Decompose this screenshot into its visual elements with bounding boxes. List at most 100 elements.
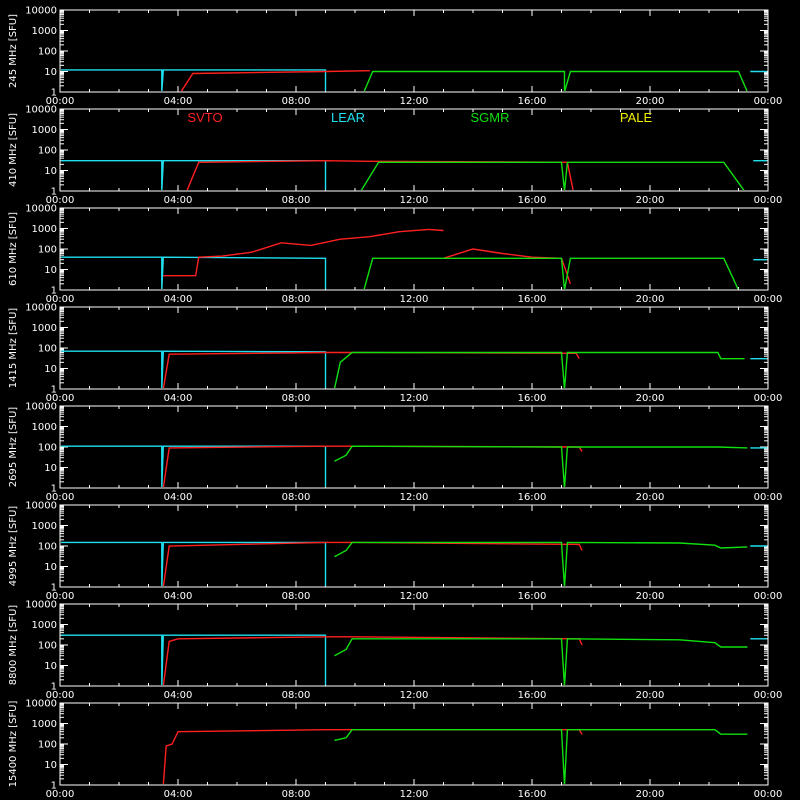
y-tick-label: 10 xyxy=(44,463,57,474)
y-tick-label: 1000 xyxy=(32,719,57,730)
x-tick-label: 08:00 xyxy=(282,195,311,206)
x-tick-label: 20:00 xyxy=(636,195,665,206)
x-tick-label: 08:00 xyxy=(282,690,311,701)
x-tick-label: 12:00 xyxy=(400,789,429,800)
x-tick-label: 08:00 xyxy=(282,294,311,305)
x-tick-label: 16:00 xyxy=(518,690,547,701)
x-tick-label: 04:00 xyxy=(164,591,193,602)
y-tick-label: 1000 xyxy=(32,521,57,532)
series-line-svto xyxy=(162,351,580,388)
x-tick-label: 12:00 xyxy=(400,492,429,503)
x-tick-label: 08:00 xyxy=(282,96,311,107)
y-axis-label: 610 MHz [SFU] xyxy=(8,212,19,286)
series-line-svto xyxy=(162,636,583,685)
x-tick-label: 16:00 xyxy=(518,195,547,206)
series-line-sgmr xyxy=(363,257,739,289)
legend-entry-pale: PALE xyxy=(620,110,653,125)
x-tick-label: 12:00 xyxy=(400,195,429,206)
panel-frame xyxy=(59,504,769,588)
x-tick-label: 16:00 xyxy=(518,591,547,602)
y-axis-label: 1415 MHz [SFU] xyxy=(8,308,19,389)
x-tick-label: 20:00 xyxy=(636,690,665,701)
x-tick-label: 12:00 xyxy=(400,591,429,602)
y-tick-label: 10 xyxy=(44,166,57,177)
x-tick-label: 00:00 xyxy=(754,195,783,206)
x-tick-label: 00:00 xyxy=(754,492,783,503)
y-tick-label: 10000 xyxy=(25,105,57,116)
series-line-svto xyxy=(180,70,370,91)
chart-legend: SVTO LEAR SGMR PALE xyxy=(187,110,652,125)
x-tick-label: 00:00 xyxy=(46,492,75,503)
x-tick-label: 04:00 xyxy=(164,195,193,206)
panel-5: 1 10 100 1000 10000 00:00 04:00 08:00 12:00 16:00… xyxy=(8,501,782,603)
panel-7: 1 10 100 1000 10000 00:00 04:00 08:00 12:00 16:00… xyxy=(8,699,782,800)
y-tick-label: 10000 xyxy=(25,402,57,413)
y-tick-label: 10000 xyxy=(25,6,57,17)
x-tick-label: 12:00 xyxy=(400,690,429,701)
x-tick-label: 04:00 xyxy=(164,96,193,107)
y-tick-label: 1 xyxy=(51,286,57,297)
legend-entry-svto: SVTO xyxy=(187,110,222,125)
series-line-sgmr xyxy=(363,70,748,91)
series-line-lear xyxy=(61,445,327,487)
y-tick-label: 1000 xyxy=(32,224,57,235)
y-tick-label: 1000 xyxy=(32,26,57,37)
series-line-sgmr xyxy=(360,161,745,190)
x-tick-label: 00:00 xyxy=(754,294,783,305)
series-line-svto xyxy=(162,729,583,784)
y-tick-label: 100 xyxy=(38,146,57,157)
series-line-svto xyxy=(162,445,583,487)
panel-6: 1 10 100 1000 10000 00:00 04:00 08:00 12:00 16:00… xyxy=(8,600,782,702)
x-tick-label: 16:00 xyxy=(518,96,547,107)
x-tick-label: 00:00 xyxy=(754,96,783,107)
panel-0: 1 10 100 1000 10000 00:00 04:00 08:00 12:00 16:00… xyxy=(8,6,782,108)
y-tick-label: 1 xyxy=(51,484,57,495)
x-tick-label: 20:00 xyxy=(636,294,665,305)
y-tick-label: 1 xyxy=(51,682,57,693)
x-tick-label: 00:00 xyxy=(754,690,783,701)
series-line-svto xyxy=(186,159,574,190)
y-tick-label: 10000 xyxy=(25,303,57,314)
y-tick-label: 100 xyxy=(38,443,57,454)
x-tick-label: 00:00 xyxy=(46,393,75,404)
x-tick-label: 04:00 xyxy=(164,393,193,404)
x-tick-label: 20:00 xyxy=(636,393,665,404)
x-tick-label: 08:00 xyxy=(282,591,311,602)
series-line-sgmr xyxy=(333,351,745,388)
legend-entry-sgmr: SGMR xyxy=(471,110,510,125)
y-tick-label: 10 xyxy=(44,67,57,78)
x-tick-label: 04:00 xyxy=(164,789,193,800)
y-tick-label: 100 xyxy=(38,47,57,58)
y-tick-label: 10 xyxy=(44,265,57,276)
panel-frame xyxy=(59,603,769,687)
x-tick-label: 12:00 xyxy=(400,96,429,107)
x-tick-label: 08:00 xyxy=(282,492,311,503)
series-line-lear xyxy=(61,541,327,586)
x-tick-label: 00:00 xyxy=(754,591,783,602)
x-tick-label: 16:00 xyxy=(518,789,547,800)
x-tick-label: 00:00 xyxy=(46,96,75,107)
panel-3: 1 10 100 1000 10000 00:00 04:00 08:00 12:00 16:00… xyxy=(8,303,782,405)
y-tick-label: 1000 xyxy=(32,125,57,136)
x-tick-label: 04:00 xyxy=(164,294,193,305)
y-tick-label: 10000 xyxy=(25,501,57,512)
y-axis-label: 4995 MHz [SFU] xyxy=(8,506,19,587)
series-line-sgmr xyxy=(334,638,748,685)
y-tick-label: 10000 xyxy=(25,600,57,611)
y-tick-label: 10 xyxy=(44,364,57,375)
series-line-sgmr xyxy=(334,445,748,487)
panel-frame xyxy=(59,9,769,93)
x-tick-label: 20:00 xyxy=(636,789,665,800)
x-tick-label: 20:00 xyxy=(636,591,665,602)
x-tick-label: 00:00 xyxy=(46,195,75,206)
y-axis-label: 245 MHz [SFU] xyxy=(8,14,19,88)
y-axis-label: 2695 MHz [SFU] xyxy=(8,407,19,488)
series-line-svto xyxy=(162,541,583,586)
x-tick-label: 12:00 xyxy=(400,393,429,404)
series-line-lear xyxy=(61,350,327,388)
y-tick-label: 10000 xyxy=(25,204,57,215)
y-tick-label: 1 xyxy=(51,88,57,99)
y-tick-label: 10 xyxy=(44,760,57,771)
